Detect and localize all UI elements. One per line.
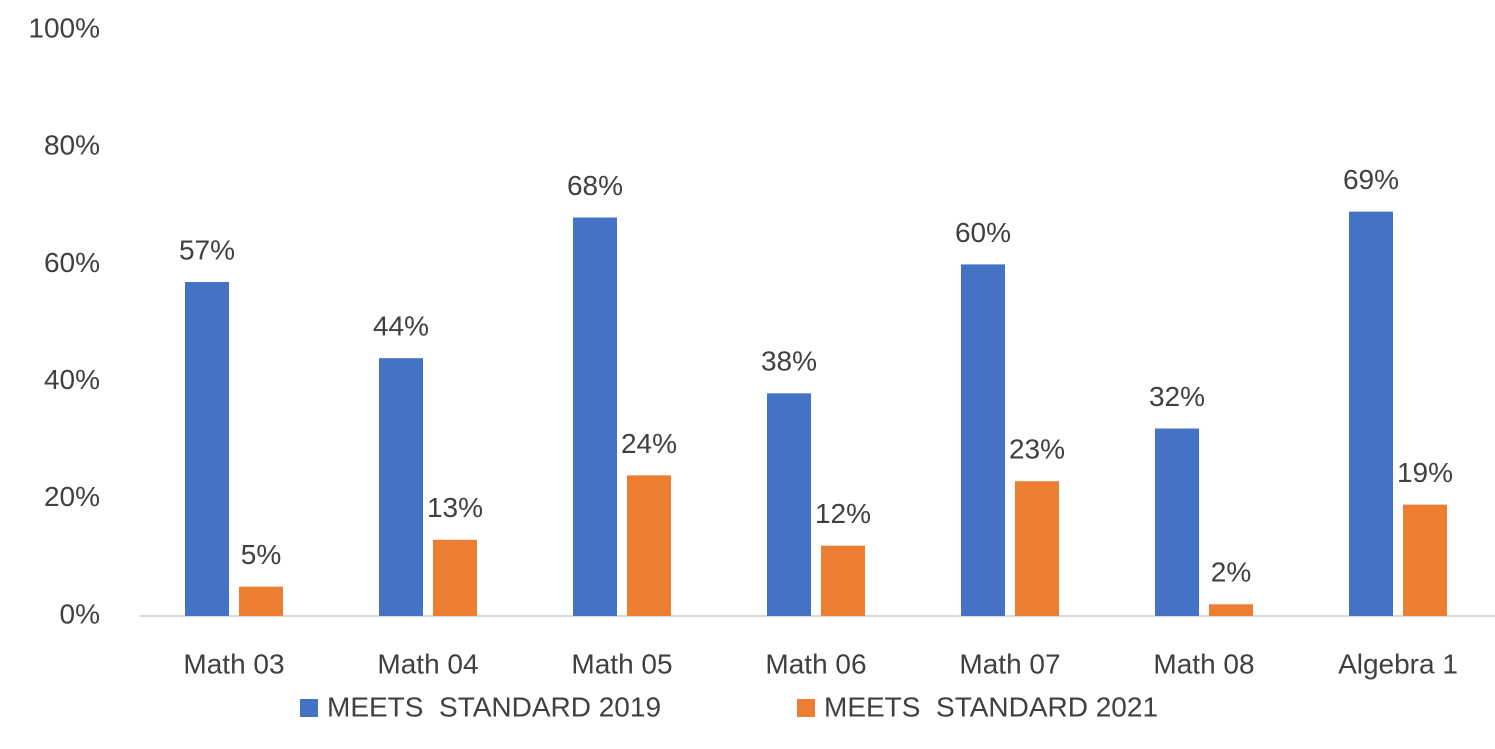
y-tick-label: 80% bbox=[44, 130, 100, 161]
data-label: 60% bbox=[955, 217, 1011, 248]
bar bbox=[821, 545, 865, 616]
bar bbox=[379, 358, 423, 616]
legend-label: MEETS STANDARD 2019 bbox=[327, 691, 661, 722]
data-label: 32% bbox=[1149, 381, 1205, 412]
y-tick-label: 60% bbox=[44, 247, 100, 278]
legend-swatch bbox=[300, 699, 318, 717]
data-label: 24% bbox=[621, 428, 677, 459]
data-label: 23% bbox=[1009, 434, 1065, 465]
bar bbox=[1403, 504, 1447, 616]
data-label: 44% bbox=[373, 311, 429, 342]
bar bbox=[1209, 604, 1253, 616]
bar bbox=[961, 264, 1005, 616]
bar bbox=[767, 393, 811, 616]
y-tick-label: 0% bbox=[60, 598, 100, 629]
x-tick-label: Math 04 bbox=[377, 648, 478, 679]
x-tick-label: Algebra 1 bbox=[1338, 648, 1458, 679]
bar bbox=[573, 217, 617, 616]
data-label: 38% bbox=[761, 346, 817, 377]
data-label: 13% bbox=[427, 492, 483, 523]
legend-label: MEETS STANDARD 2021 bbox=[824, 691, 1158, 722]
x-tick-label: Math 07 bbox=[959, 648, 1060, 679]
data-label: 68% bbox=[567, 170, 623, 201]
bar bbox=[1155, 428, 1199, 616]
data-label: 57% bbox=[179, 234, 235, 265]
data-label: 2% bbox=[1211, 557, 1251, 588]
bar bbox=[1349, 211, 1393, 616]
data-label: 5% bbox=[241, 539, 281, 570]
y-tick-label: 100% bbox=[28, 12, 100, 43]
x-tick-label: Math 06 bbox=[765, 648, 866, 679]
bar bbox=[1015, 481, 1059, 616]
y-tick-label: 40% bbox=[44, 364, 100, 395]
y-tick-label: 20% bbox=[44, 481, 100, 512]
x-tick-label: Math 03 bbox=[183, 648, 284, 679]
data-label: 69% bbox=[1343, 164, 1399, 195]
x-tick-label: Math 05 bbox=[571, 648, 672, 679]
legend-swatch bbox=[797, 699, 815, 717]
data-label: 19% bbox=[1397, 457, 1453, 488]
bar bbox=[433, 539, 477, 616]
bar bbox=[239, 586, 283, 616]
bar bbox=[185, 281, 229, 616]
data-label: 12% bbox=[815, 498, 871, 529]
x-tick-label: Math 08 bbox=[1153, 648, 1254, 679]
bar bbox=[627, 475, 671, 616]
